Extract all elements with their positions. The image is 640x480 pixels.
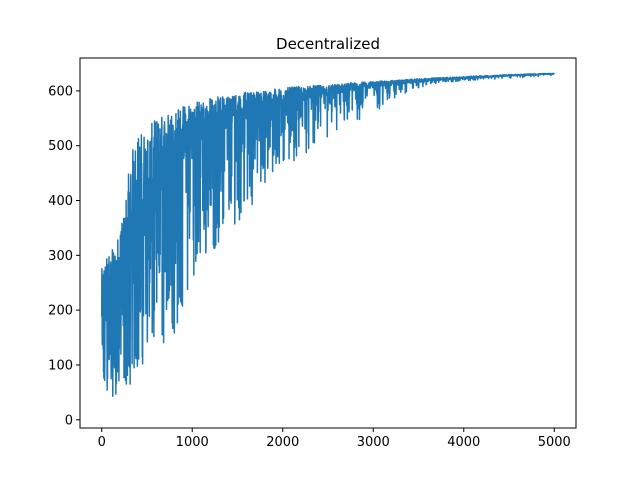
- x-tick-label: 2000: [266, 435, 299, 450]
- chart-title: Decentralized: [276, 35, 380, 53]
- x-tick-label: 0: [98, 435, 106, 450]
- y-tick-label: 0: [65, 413, 73, 428]
- plot-area: [100, 72, 555, 397]
- x-tick-label: 3000: [357, 435, 390, 450]
- y-tick-label: 100: [48, 358, 73, 373]
- x-tick-label: 4000: [447, 435, 480, 450]
- x-tick-label: 1000: [176, 435, 209, 450]
- y-tick-label: 300: [48, 249, 73, 264]
- y-tick-label: 400: [48, 194, 73, 209]
- y-tick-label: 200: [48, 304, 73, 319]
- x-tick-label: 5000: [538, 435, 571, 450]
- axes: 0 1000 2000 3000 4000 5000 0 100 200 300 400 500 600: [48, 57, 577, 450]
- y-tick-label: 500: [48, 139, 73, 154]
- y-tick-label: 600: [48, 84, 73, 99]
- series-line: [100, 72, 555, 397]
- axes-frame: [79, 57, 577, 429]
